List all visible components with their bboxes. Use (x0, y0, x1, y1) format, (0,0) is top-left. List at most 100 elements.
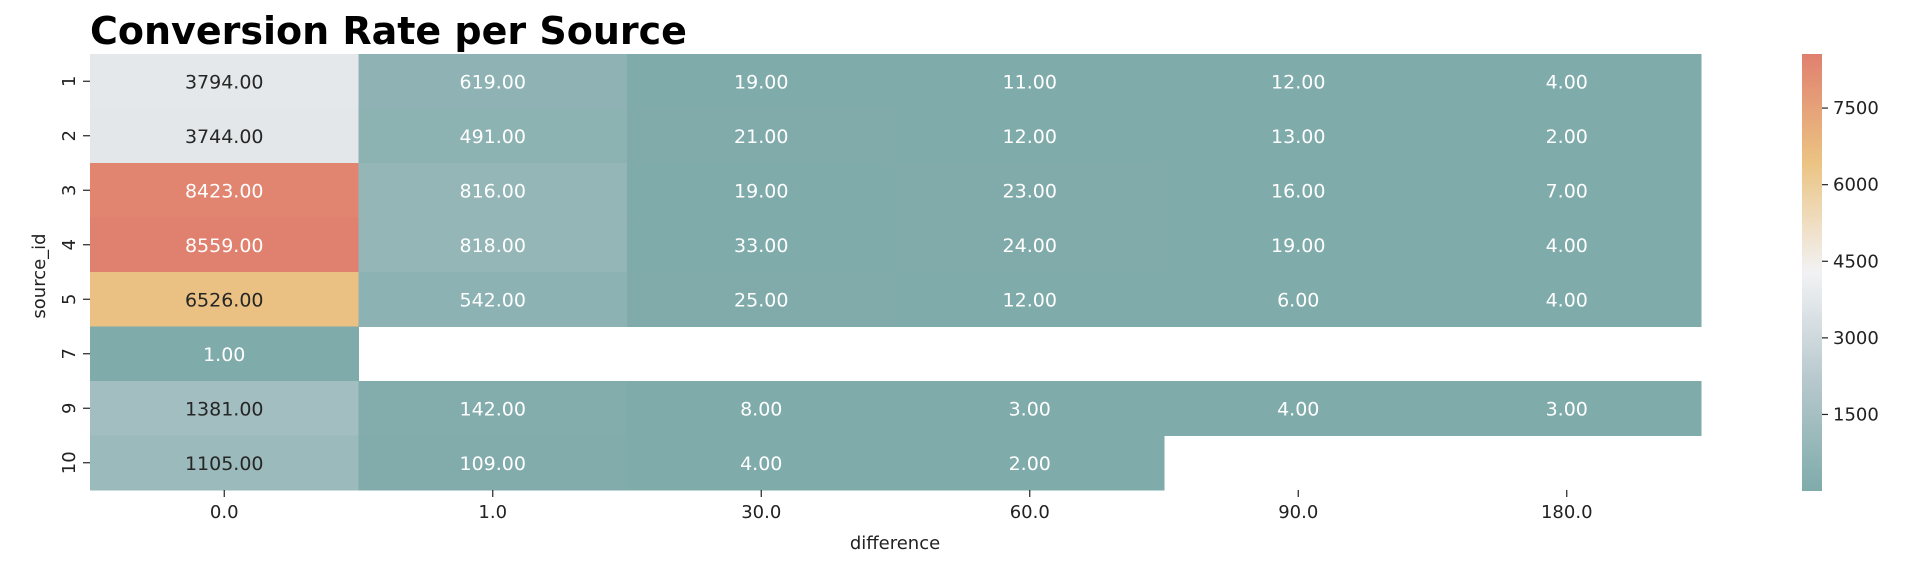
cell-value-label: 4.00 (1546, 71, 1588, 93)
cell-value-label: 2.00 (1546, 126, 1588, 148)
cell-value-label: 4.00 (740, 453, 782, 475)
heatmap-cell (895, 435, 1165, 491)
chart-title: Conversion Rate per Source (90, 9, 687, 53)
cell-value-label: 1381.00 (185, 398, 264, 420)
heatmap-cell (895, 272, 1165, 327)
heatmap-cell (90, 217, 359, 273)
heatmap-cell (627, 108, 896, 164)
cell-value-label: 4.00 (1277, 398, 1319, 420)
heatmap-cell (90, 326, 359, 382)
x-axis-ticks: 0.0 1.0 30.0 60.0 90.0 180.0 (210, 490, 1593, 523)
x-tick-label: 1.0 (478, 502, 507, 523)
y-tick-label: 10 (59, 451, 80, 474)
x-tick-label: 90.0 (1278, 502, 1318, 523)
heatmap-cell (358, 54, 628, 109)
heatmap-cell (90, 435, 359, 491)
y-tick-label: 9 (59, 403, 80, 414)
heatmap-cell (627, 163, 896, 218)
heatmap-cell (90, 272, 359, 327)
y-tick-label: 3 (59, 185, 80, 196)
heatmap-cell (895, 163, 1165, 218)
cell-value-label: 23.00 (1003, 180, 1057, 202)
x-axis-label: difference (850, 533, 940, 554)
cell-value-label: 25.00 (734, 289, 788, 311)
heatmap-cell (895, 54, 1165, 109)
heatmap-cell (1164, 108, 1433, 164)
heatmap-cell (90, 163, 359, 218)
x-tick-label: 180.0 (1541, 502, 1593, 523)
cell-value-label: 3.00 (1009, 398, 1051, 420)
heatmap-cell (358, 163, 628, 218)
colorbar-tick-label: 6000 (1833, 175, 1879, 196)
cell-value-label: 8559.00 (185, 235, 264, 257)
colorbar-tick-label: 1500 (1833, 404, 1879, 425)
y-tick-label: 2 (59, 130, 80, 141)
colorbar-ticks: 1500 3000 4500 6000 7500 (1822, 98, 1879, 425)
y-axis-label: source_id (29, 233, 50, 318)
heatmap-cell (90, 108, 359, 164)
x-tick-label: 0.0 (210, 502, 239, 523)
heatmap-cell (358, 272, 628, 327)
cell-value-label: 19.00 (734, 71, 788, 93)
colorbar-tick-label: 4500 (1833, 251, 1879, 272)
heatmap-cell (1164, 217, 1433, 273)
heatmap-cell (895, 217, 1165, 273)
cell-value-label: 3.00 (1546, 398, 1588, 420)
heatmap-cell (1164, 54, 1433, 109)
heatmap-cell (627, 381, 896, 436)
cell-value-label: 12.00 (1003, 126, 1057, 148)
heatmap-cell (627, 54, 896, 109)
heatmap-cell (1164, 381, 1433, 436)
cell-value-label: 12.00 (1003, 289, 1057, 311)
cell-value-label: 16.00 (1271, 180, 1325, 202)
cell-value-label: 142.00 (460, 398, 526, 420)
heatmap-cell (358, 217, 628, 273)
cell-value-label: 6526.00 (185, 289, 264, 311)
cell-value-label: 8.00 (740, 398, 782, 420)
heatmap-cell (895, 381, 1165, 436)
heatmap-cell (627, 435, 896, 491)
heatmap-cell (1164, 272, 1433, 327)
cell-value-label: 33.00 (734, 235, 788, 257)
x-tick-label: 60.0 (1010, 502, 1050, 523)
cell-value-label: 21.00 (734, 126, 788, 148)
heatmap-cell (627, 217, 896, 273)
heatmap-cell (1432, 54, 1702, 109)
heatmap-cell (90, 54, 359, 109)
y-tick-label: 4 (59, 239, 80, 250)
cell-value-label: 1.00 (203, 344, 245, 366)
heatmap-cell (1432, 272, 1702, 327)
heatmap-cell (90, 381, 359, 436)
cell-value-label: 619.00 (460, 71, 526, 93)
cell-value-label: 2.00 (1009, 453, 1051, 475)
heatmap-cells (90, 54, 1702, 491)
cell-value-label: 4.00 (1546, 235, 1588, 257)
cell-value-label: 3744.00 (185, 126, 264, 148)
heatmap-cell (627, 272, 896, 327)
colorbar-tick-label: 7500 (1833, 98, 1879, 119)
heatmap-cell (358, 435, 628, 491)
cell-value-label: 7.00 (1546, 180, 1588, 202)
cell-value-label: 12.00 (1271, 71, 1325, 93)
cell-value-label: 818.00 (460, 235, 526, 257)
cell-value-label: 491.00 (460, 126, 526, 148)
cell-value-label: 24.00 (1003, 235, 1057, 257)
cell-value-label: 19.00 (734, 180, 788, 202)
heatmap-cell-labels: 3794.00 619.00 19.00 11.00 12.00 4.00 3744.00 4… (185, 71, 1588, 475)
heatmap-cell (1432, 217, 1702, 273)
cell-value-label: 13.00 (1271, 126, 1325, 148)
y-axis-ticks: 1 2 3 4 5 7 9 10 (59, 76, 90, 474)
heatmap-cell (1432, 108, 1702, 164)
y-tick-label: 7 (59, 348, 80, 359)
y-tick-label: 5 (59, 294, 80, 305)
cell-value-label: 11.00 (1003, 71, 1057, 93)
y-tick-label: 1 (59, 76, 80, 87)
cell-value-label: 3794.00 (185, 71, 264, 93)
cell-value-label: 542.00 (460, 289, 526, 311)
heatmap-cell (358, 108, 628, 164)
heatmap-cell (1164, 163, 1433, 218)
heatmap-cell (1432, 163, 1702, 218)
colorbar (1802, 54, 1822, 491)
cell-value-label: 816.00 (460, 180, 526, 202)
